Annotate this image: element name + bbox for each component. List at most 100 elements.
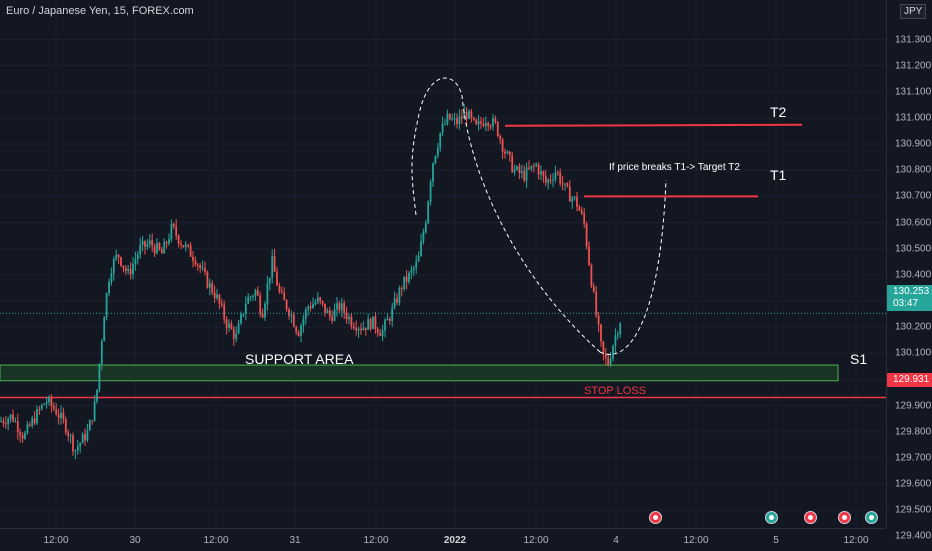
candlestick	[163, 238, 166, 254]
candlestick	[369, 317, 372, 332]
support-area-label: SUPPORT AREA	[245, 351, 354, 367]
candle-body	[379, 332, 382, 336]
candle-body	[592, 286, 595, 292]
candlestick	[141, 235, 144, 252]
candle-body	[616, 334, 619, 336]
candlestick	[355, 320, 358, 336]
candlestick	[398, 285, 401, 306]
candlestick	[271, 249, 274, 284]
candlestick	[297, 329, 300, 337]
candle-body	[580, 210, 583, 214]
candlestick	[532, 163, 535, 173]
candlestick	[302, 314, 305, 333]
candle-body	[261, 313, 264, 318]
candlestick	[48, 395, 50, 406]
candlestick	[403, 276, 406, 292]
economic-event-icon[interactable]	[649, 511, 662, 524]
candlestick	[499, 133, 502, 145]
candle-body	[400, 288, 403, 290]
candle-body	[172, 224, 175, 227]
candlestick	[26, 420, 29, 435]
candle-body	[429, 181, 432, 202]
candle-body	[328, 310, 331, 317]
candle-body	[105, 293, 108, 318]
candlestick	[487, 121, 490, 132]
chart-drawings	[0, 77, 886, 355]
candle-body	[300, 325, 302, 336]
candlestick	[314, 299, 317, 306]
candle-body	[331, 316, 334, 321]
candle-body	[276, 271, 278, 286]
candle-body	[271, 256, 274, 278]
candle-body	[129, 269, 132, 275]
candle-body	[187, 244, 190, 246]
candle-body	[619, 323, 622, 335]
candle-body	[127, 269, 130, 272]
candlestick	[552, 173, 554, 188]
candlestick	[609, 351, 612, 367]
candle-body	[204, 267, 206, 273]
economic-event-icon[interactable]	[838, 511, 851, 524]
candle-body	[4, 423, 7, 425]
economic-event-icon[interactable]	[865, 511, 878, 524]
candle-body	[225, 319, 228, 328]
candlestick	[220, 298, 223, 308]
candle-body	[614, 335, 617, 347]
candle-body	[81, 434, 84, 444]
candle-body	[588, 246, 590, 265]
price-chart[interactable]	[0, 0, 886, 528]
candlestick	[559, 168, 562, 187]
candlestick	[218, 293, 221, 310]
candlestick	[252, 294, 254, 301]
candlestick	[2, 417, 5, 428]
candle-body	[292, 314, 295, 327]
candlestick	[360, 322, 362, 335]
candlestick	[410, 265, 413, 280]
candlestick	[554, 165, 557, 183]
price-axis[interactable]: 131.300 131.200 131.100 131.000 130.900 130.8…	[886, 0, 932, 542]
candlestick	[343, 300, 346, 320]
candlestick	[513, 164, 516, 176]
dashed-pattern-curve	[411, 77, 667, 355]
candle-body	[264, 303, 266, 318]
candle-body	[136, 254, 139, 260]
currency-selector[interactable]: JPY	[900, 4, 927, 19]
candlestick	[518, 163, 521, 180]
candle-body	[24, 432, 26, 439]
candle-body	[139, 244, 142, 255]
candle-body	[590, 264, 593, 287]
candlestick	[506, 149, 509, 155]
candlestick	[357, 326, 360, 339]
candle-body	[583, 213, 586, 224]
economic-event-icon[interactable]	[765, 511, 778, 524]
candle-body	[206, 272, 209, 288]
candle-body	[427, 201, 430, 224]
candlestick	[472, 116, 475, 122]
candlestick	[484, 116, 487, 132]
candlestick	[36, 405, 38, 426]
candle-body	[403, 276, 406, 290]
candle-body	[19, 432, 22, 436]
candlestick	[168, 233, 170, 246]
candlestick	[290, 310, 293, 324]
candle-body	[153, 246, 156, 254]
candle-body	[74, 450, 77, 452]
candlestick	[12, 409, 14, 423]
candlestick	[285, 299, 288, 313]
candlestick	[556, 170, 559, 176]
candlestick	[129, 262, 132, 280]
candle-body	[444, 123, 446, 125]
economic-event-icon[interactable]	[804, 511, 817, 524]
price-tick-label: 129.600	[895, 478, 932, 490]
candle-body	[64, 419, 67, 433]
candlestick	[388, 316, 391, 325]
candle-body	[484, 122, 487, 126]
chart-area[interactable]: Euro / Japanese Yen, 15, FOREX.com SUPPO…	[0, 0, 886, 528]
candlestick	[372, 316, 374, 330]
candlestick	[139, 237, 142, 259]
candlestick	[88, 419, 91, 431]
candle-body	[285, 299, 288, 310]
time-axis[interactable]: 12:00 30 12:00 31 12:00 2022 12:00 4 12:00 5 12:00	[0, 528, 886, 551]
candle-body	[604, 353, 607, 358]
candlestick	[199, 263, 202, 273]
